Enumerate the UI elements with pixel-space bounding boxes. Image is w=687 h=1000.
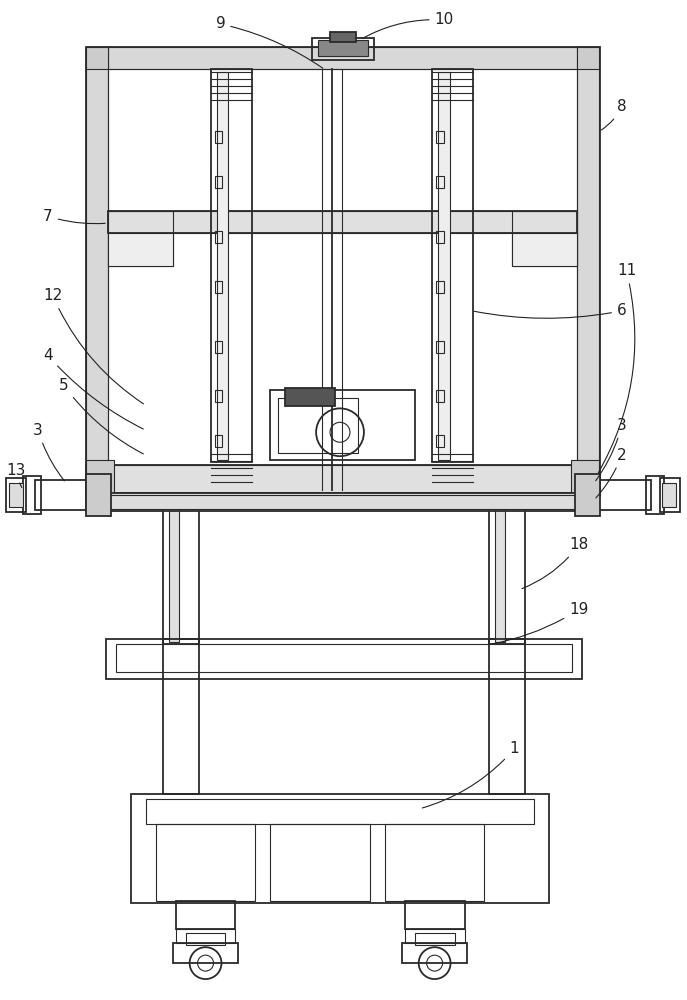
Bar	[106, 639, 582, 679]
Bar	[214, 281, 223, 293]
Bar	[163, 639, 199, 794]
Bar	[176, 929, 236, 943]
Bar	[436, 176, 444, 188]
Text: 3: 3	[33, 423, 65, 481]
Bar	[513, 211, 577, 266]
Bar	[131, 794, 549, 903]
Text: 9: 9	[216, 16, 323, 68]
Bar	[577, 47, 599, 495]
Bar	[596, 480, 651, 510]
Text: 6: 6	[474, 303, 627, 318]
Text: 7: 7	[43, 209, 105, 224]
Bar	[489, 490, 526, 644]
Text: 12: 12	[43, 288, 144, 404]
Bar	[6, 478, 26, 512]
Bar	[415, 933, 455, 945]
Bar	[318, 40, 368, 56]
Bar	[577, 473, 599, 495]
Text: 19: 19	[492, 602, 589, 644]
Text: 13: 13	[6, 463, 25, 488]
Bar	[438, 72, 449, 460]
Bar	[436, 435, 444, 447]
Bar	[214, 435, 223, 447]
Bar	[210, 69, 252, 462]
Bar	[214, 341, 223, 353]
Bar	[405, 901, 464, 929]
Bar	[436, 231, 444, 243]
Bar	[172, 943, 238, 963]
Text: 4: 4	[43, 348, 144, 429]
Bar	[86, 47, 599, 495]
Bar	[575, 474, 600, 516]
Bar	[146, 799, 534, 824]
Bar	[214, 390, 223, 402]
Bar	[402, 943, 467, 963]
Bar	[108, 211, 577, 233]
Bar	[330, 32, 356, 42]
Bar	[185, 933, 225, 945]
Bar	[86, 465, 599, 493]
Text: 1: 1	[423, 741, 519, 808]
Bar	[660, 478, 679, 512]
Bar	[86, 474, 111, 516]
Bar	[86, 47, 108, 69]
Bar	[86, 47, 108, 495]
Bar	[169, 493, 179, 642]
Bar	[577, 47, 599, 69]
Bar	[214, 131, 223, 143]
Bar	[86, 473, 108, 495]
Bar	[214, 176, 223, 188]
Bar	[436, 281, 444, 293]
Bar	[10, 483, 23, 507]
Bar	[571, 460, 599, 498]
Bar	[436, 341, 444, 353]
Text: 5: 5	[59, 378, 144, 454]
Text: 11: 11	[598, 263, 636, 473]
Bar	[385, 824, 484, 901]
Bar	[270, 390, 415, 460]
Bar	[495, 493, 506, 642]
Bar	[312, 38, 374, 60]
Bar	[405, 929, 464, 943]
Bar	[108, 211, 172, 266]
Text: 3: 3	[596, 418, 627, 481]
Bar	[108, 233, 172, 266]
Bar	[91, 495, 594, 509]
Text: 10: 10	[362, 12, 454, 39]
Bar	[86, 47, 599, 69]
Bar	[176, 901, 236, 929]
Bar	[431, 69, 473, 462]
Bar	[489, 639, 526, 794]
Bar	[278, 398, 358, 453]
Bar	[285, 388, 335, 406]
Bar	[156, 824, 256, 901]
Bar	[23, 476, 41, 514]
Bar	[35, 480, 90, 510]
Bar	[163, 490, 199, 644]
Bar	[116, 644, 572, 672]
Bar	[86, 493, 599, 511]
Bar	[214, 231, 223, 243]
Bar	[436, 390, 444, 402]
Bar	[270, 824, 370, 901]
Text: 18: 18	[522, 537, 588, 589]
Bar	[216, 72, 229, 460]
Bar	[646, 476, 664, 514]
Text: 8: 8	[601, 99, 627, 130]
Bar	[436, 131, 444, 143]
Bar	[86, 460, 114, 498]
Bar	[513, 233, 577, 266]
Bar	[662, 483, 675, 507]
Text: 2: 2	[596, 448, 627, 498]
Bar	[86, 473, 599, 495]
